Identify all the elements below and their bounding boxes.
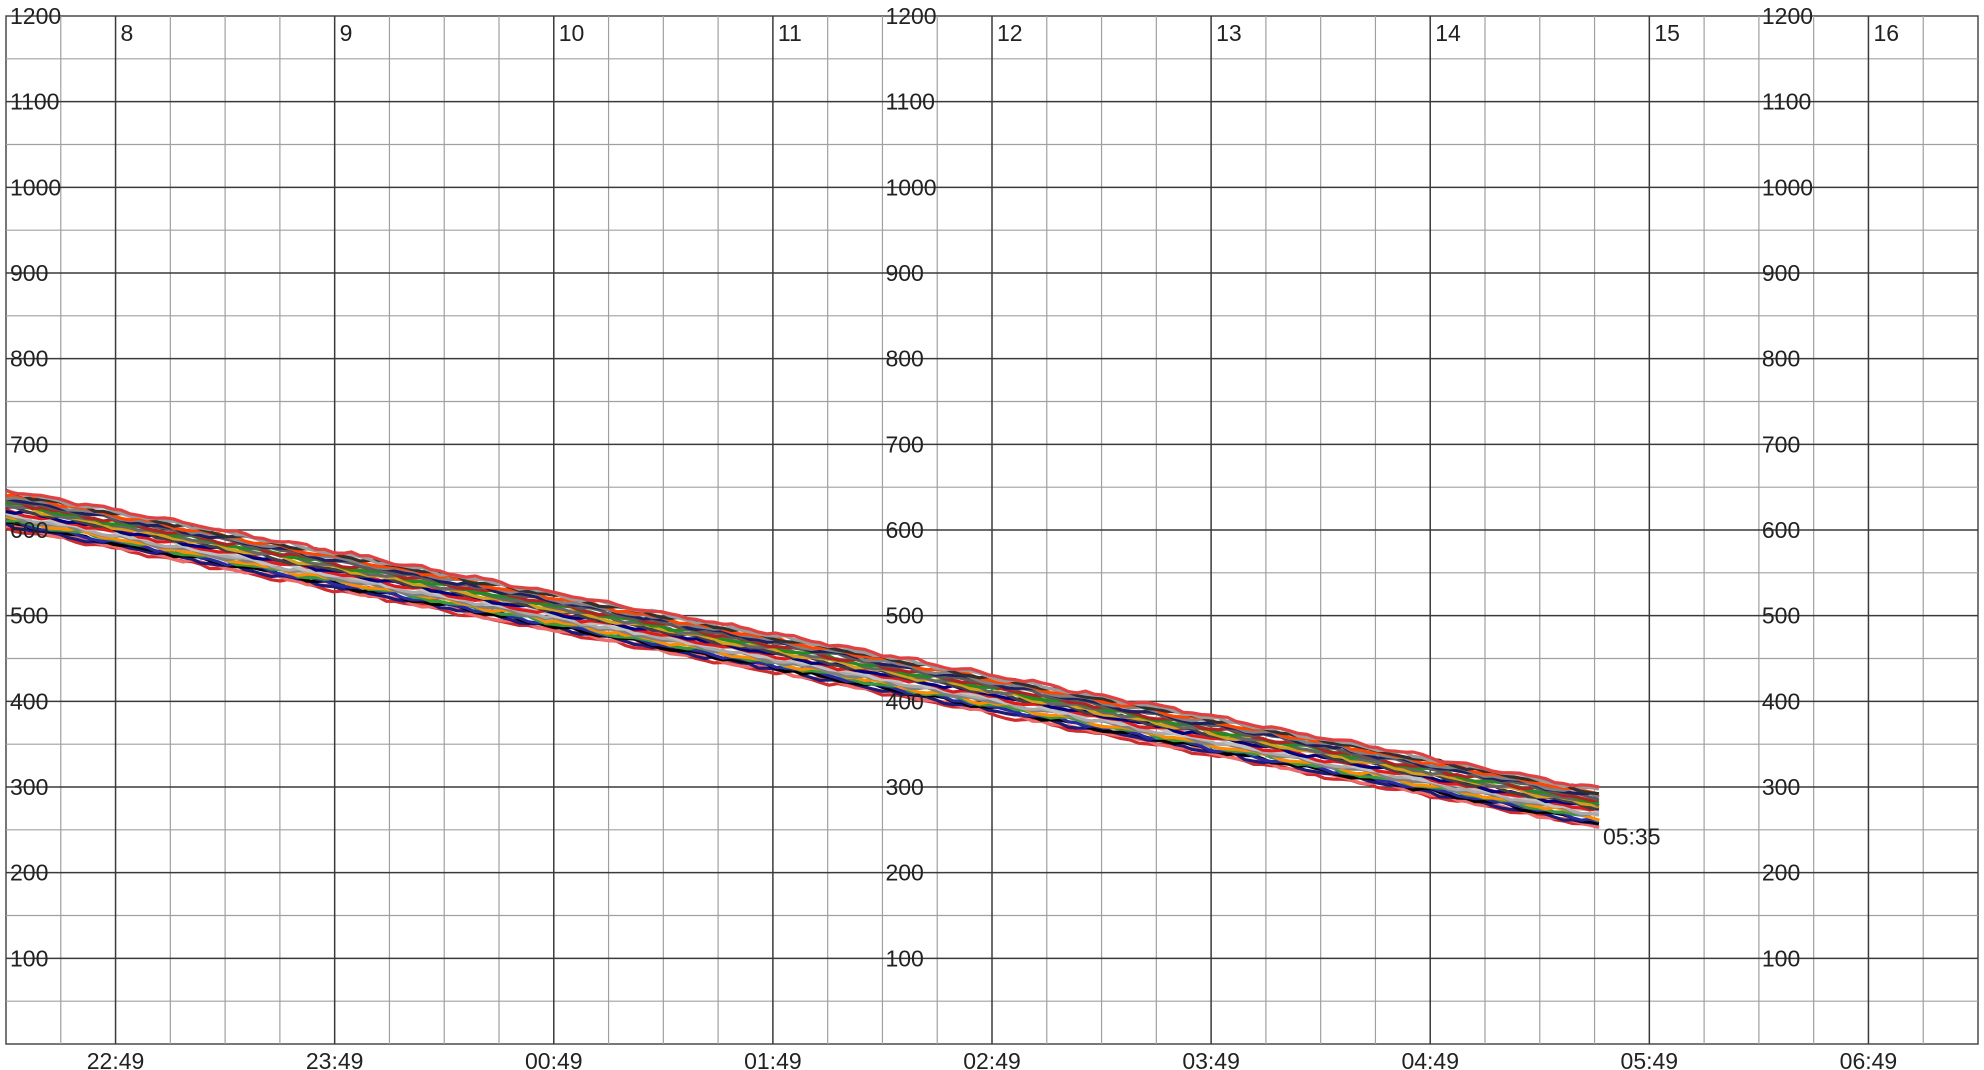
hour-label: 9 (340, 20, 353, 46)
y-tick-label: 300 (10, 774, 48, 800)
time-tick-label: 22:49 (87, 1048, 145, 1070)
y-tick-label: 1200 (885, 3, 936, 29)
hour-label: 16 (1873, 20, 1899, 46)
y-tick-label: 600 (10, 517, 48, 543)
y-tick-label: 1100 (1762, 89, 1811, 115)
time-tick-label: 06:49 (1840, 1048, 1898, 1070)
hour-label: 11 (778, 20, 802, 46)
time-tick-label: 00:49 (525, 1048, 583, 1070)
hour-label: 8 (121, 20, 134, 46)
hour-label: 12 (997, 20, 1023, 46)
y-tick-label: 200 (10, 860, 48, 886)
series-band (5, 488, 1600, 830)
y-tick-label: 900 (1762, 260, 1800, 286)
hour-label: 15 (1654, 20, 1680, 46)
y-tick-label: 1000 (10, 174, 61, 200)
y-tick-label: 900 (10, 260, 48, 286)
y-tick-label: 100 (1762, 945, 1800, 971)
y-tick-label: 200 (885, 860, 923, 886)
y-tick-label: 300 (1762, 774, 1800, 800)
y-tick-label: 200 (1762, 860, 1800, 886)
y-tick-label: 500 (1762, 603, 1800, 629)
y-tick-label: 400 (10, 688, 48, 714)
y-tick-label: 700 (885, 431, 923, 457)
time-tick-label: 02:49 (963, 1048, 1021, 1070)
axis-labels: 100 100 100 200 200 200 300 300 300 400 400 400 500 5… (10, 3, 1899, 1070)
y-tick-label: 700 (10, 431, 48, 457)
y-tick-label: 600 (885, 517, 923, 543)
time-tick-label: 04:49 (1401, 1048, 1459, 1070)
series-line (5, 489, 1600, 789)
hour-label: 10 (559, 20, 585, 46)
y-tick-label: 600 (1762, 517, 1800, 543)
y-tick-label: 100 (10, 945, 48, 971)
y-tick-label: 900 (885, 260, 923, 286)
hour-label: 14 (1435, 20, 1461, 46)
y-tick-label: 1100 (885, 89, 934, 115)
y-tick-label: 800 (1762, 346, 1800, 372)
end-time-label: 05:35 (1603, 823, 1661, 849)
time-tick-label: 23:49 (306, 1048, 364, 1070)
y-tick-label: 400 (1762, 688, 1800, 714)
y-tick-label: 500 (10, 603, 48, 629)
hour-label: 13 (1216, 20, 1242, 46)
y-tick-label: 300 (885, 774, 923, 800)
time-tick-label: 05:49 (1621, 1048, 1679, 1070)
time-tick-label: 03:49 (1182, 1048, 1240, 1070)
y-tick-label: 700 (1762, 431, 1800, 457)
y-tick-label: 1000 (1762, 174, 1813, 200)
y-tick-label: 1100 (10, 89, 59, 115)
y-tick-label: 800 (885, 346, 923, 372)
y-tick-label: 500 (885, 603, 923, 629)
y-tick-label: 1000 (885, 174, 936, 200)
y-tick-label: 1200 (10, 3, 61, 29)
y-tick-label: 400 (885, 688, 923, 714)
y-tick-label: 800 (10, 346, 48, 372)
time-tick-label: 01:49 (744, 1048, 802, 1070)
y-tick-label: 100 (885, 945, 923, 971)
y-tick-label: 1200 (1762, 3, 1813, 29)
